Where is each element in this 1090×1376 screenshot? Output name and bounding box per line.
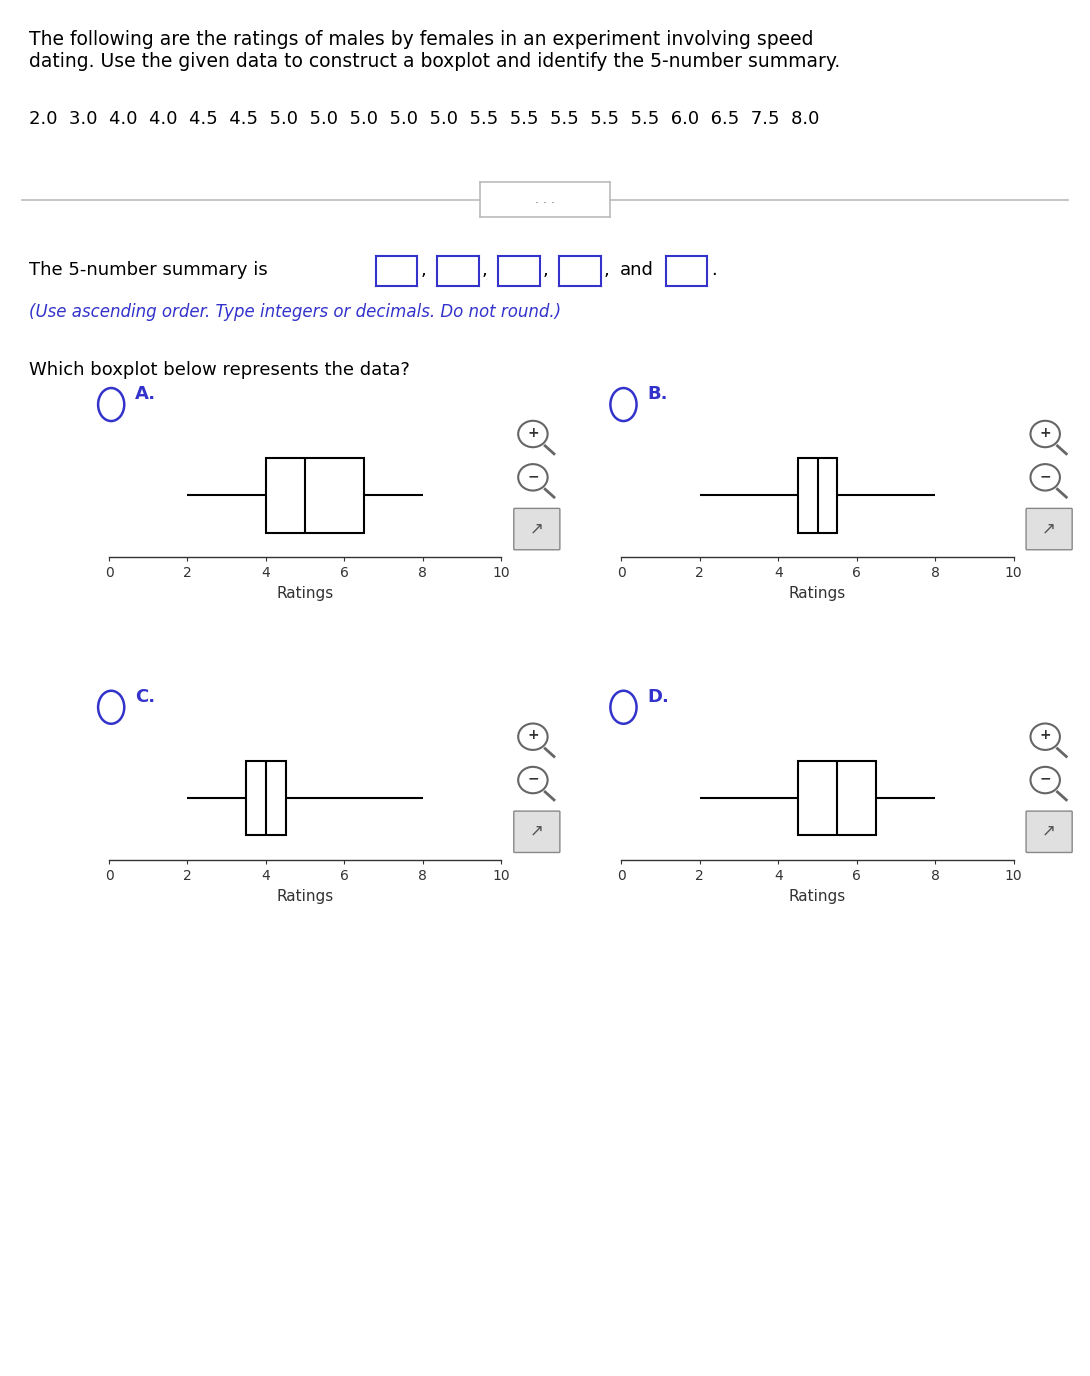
Text: . . .: . . . — [535, 193, 555, 206]
Text: +: + — [528, 728, 538, 743]
Text: A.: A. — [135, 385, 156, 403]
Text: ,: , — [543, 261, 548, 279]
Circle shape — [518, 464, 547, 491]
Bar — [266, 458, 364, 533]
Text: Which boxplot below represents the data?: Which boxplot below represents the data? — [29, 361, 410, 378]
Text: ↗: ↗ — [1042, 821, 1056, 839]
Text: ↗: ↗ — [530, 519, 544, 537]
Text: The 5-number summary is: The 5-number summary is — [29, 261, 268, 279]
Text: −: − — [528, 469, 538, 483]
Text: D.: D. — [647, 688, 669, 706]
Text: C.: C. — [135, 688, 155, 706]
Text: +: + — [1040, 425, 1051, 440]
Text: +: + — [1040, 728, 1051, 743]
Circle shape — [518, 766, 547, 794]
FancyBboxPatch shape — [513, 810, 560, 853]
Text: +: + — [528, 425, 538, 440]
FancyBboxPatch shape — [513, 508, 560, 550]
Text: ,: , — [604, 261, 609, 279]
X-axis label: Ratings: Ratings — [277, 889, 334, 904]
Text: ,: , — [482, 261, 487, 279]
Text: .: . — [711, 261, 716, 279]
X-axis label: Ratings: Ratings — [789, 889, 846, 904]
Circle shape — [1030, 464, 1059, 491]
Text: 2.0  3.0  4.0  4.0  4.5  4.5  5.0  5.0  5.0  5.0  5.0  5.5  5.5  5.5  5.5  5.5  : 2.0 3.0 4.0 4.0 4.5 4.5 5.0 5.0 5.0 5.0 … — [29, 110, 820, 128]
Text: −: − — [528, 772, 538, 786]
Text: ↗: ↗ — [1042, 519, 1056, 537]
Circle shape — [1030, 724, 1059, 750]
Bar — [246, 761, 286, 835]
Bar — [798, 761, 876, 835]
Text: The following are the ratings of males by females in an experiment involving spe: The following are the ratings of males b… — [29, 30, 840, 72]
Text: ↗: ↗ — [530, 821, 544, 839]
Text: −: − — [1040, 469, 1051, 483]
FancyBboxPatch shape — [1026, 508, 1073, 550]
Circle shape — [1030, 766, 1059, 794]
X-axis label: Ratings: Ratings — [277, 586, 334, 601]
Text: (Use ascending order. Type integers or decimals. Do not round.): (Use ascending order. Type integers or d… — [29, 303, 561, 321]
Circle shape — [518, 724, 547, 750]
Text: −: − — [1040, 772, 1051, 786]
Text: ,: , — [421, 261, 426, 279]
X-axis label: Ratings: Ratings — [789, 586, 846, 601]
Text: B.: B. — [647, 385, 668, 403]
Text: and: and — [620, 261, 654, 279]
FancyBboxPatch shape — [1026, 810, 1073, 853]
Bar — [798, 458, 837, 533]
Circle shape — [1030, 421, 1059, 447]
Circle shape — [518, 421, 547, 447]
